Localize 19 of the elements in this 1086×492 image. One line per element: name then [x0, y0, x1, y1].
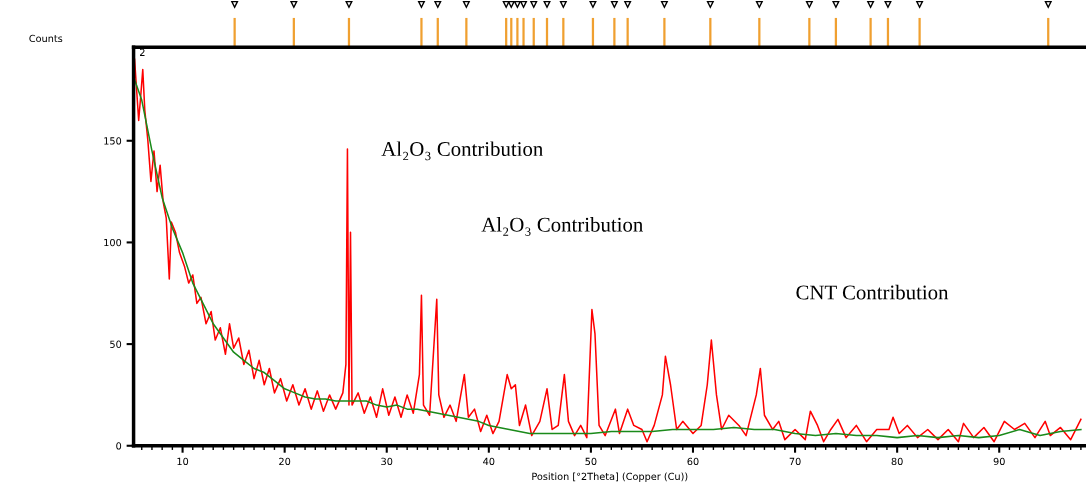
annotation: Al₂O₃ Contribution: [381, 141, 543, 161]
y-tick-label: 0: [116, 442, 122, 450]
annotation: Al₂O₃ Contribution: [481, 217, 643, 236]
x-tick-label: 20: [279, 457, 291, 466]
y-tick-label: 50: [110, 340, 122, 348]
annotation: CNT Contribution: [796, 284, 949, 300]
x-tick-label: 50: [585, 457, 597, 466]
x-tick-label: 40: [483, 457, 495, 466]
x-tick-label: 80: [891, 457, 903, 466]
x-tick-label: 60: [687, 457, 699, 466]
y-axis-title: Counts: [29, 34, 63, 43]
annotation: 2: [140, 48, 145, 56]
x-tick-label: 90: [993, 457, 1005, 466]
x-tick-label: 30: [381, 457, 393, 466]
y-tick-label: 150: [104, 137, 122, 145]
x-tick-label: 70: [789, 457, 801, 466]
y-tick-label: 100: [104, 238, 122, 247]
x-tick-label: 10: [177, 457, 189, 466]
x-axis-title: Position [°2Theta] (Copper (Cu)): [532, 472, 688, 482]
